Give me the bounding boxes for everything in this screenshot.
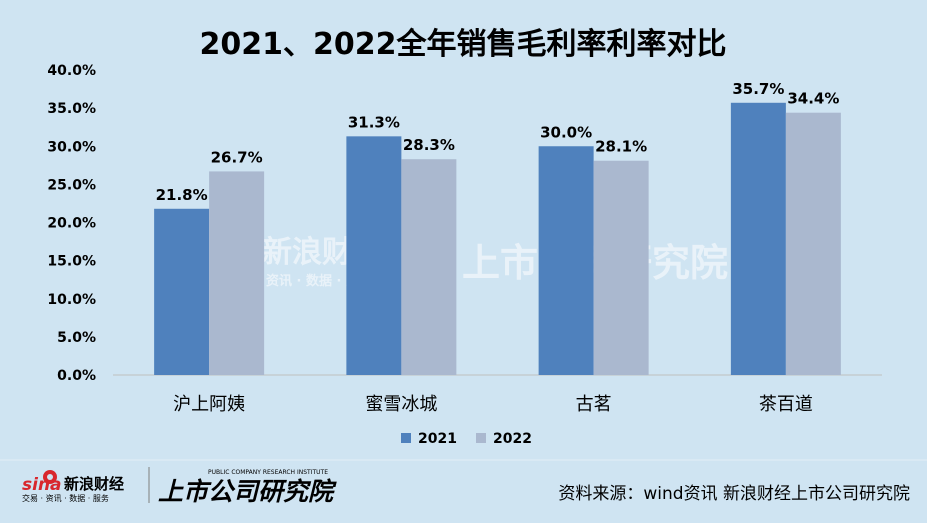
legend-swatch-2022	[476, 433, 486, 443]
sina-logo-cn: 新浪财经	[64, 475, 124, 493]
bar-2021	[538, 146, 594, 375]
watermark-left-subtext: 资讯 · 数据 · 服务	[266, 273, 373, 289]
y-tick-label: 25.0%	[47, 177, 96, 193]
x-tick-label: 茶百道	[759, 394, 813, 415]
data-label: 34.4%	[787, 90, 839, 108]
bar-2021	[346, 136, 402, 375]
x-tick-label: 蜜雪冰城	[365, 394, 437, 415]
institute-logo: PUBLIC COMPANY RESEARCH INSTITUTE 上市公司研究…	[158, 469, 337, 506]
data-labels: 21.8% 26.7% 31.3%28.3% 30.0%28.1% 35.7%34.4%	[156, 80, 840, 204]
watermark: 新浪财经 资讯 · 数据 · 服务 上市公司研究院	[262, 235, 728, 289]
y-tick-label: 30.0%	[47, 139, 96, 155]
legend-swatch-2021	[401, 433, 411, 443]
y-tick-label: 15.0%	[47, 254, 96, 270]
sina-logo: sina 新浪财经 交易 · 资讯 · 数据 · 服务	[22, 470, 124, 503]
bars	[154, 102, 841, 375]
y-tick-label: 10.0%	[47, 292, 96, 308]
data-label: 30.0%	[540, 123, 592, 141]
sina-logo-text: sina	[22, 475, 62, 495]
data-label: 28.3%	[403, 136, 455, 154]
bar-2021	[154, 208, 210, 375]
footer: sina 新浪财经 交易 · 资讯 · 数据 · 服务 PUBLIC COMPA…	[0, 459, 927, 506]
data-label: 28.1%	[595, 138, 647, 156]
sina-eye-inner-icon	[47, 474, 53, 480]
sina-logo-subtitle: 交易 · 资讯 · 数据 · 服务	[22, 493, 109, 503]
institute-logo-text: 上市公司研究院	[158, 477, 337, 506]
legend-label-2022: 2022	[493, 431, 532, 447]
x-tick-label: 古茗	[576, 394, 612, 415]
source-note: 资料来源：wind资讯 新浪财经上市公司研究院	[558, 484, 910, 504]
data-label: 21.8%	[156, 186, 208, 204]
y-tick-label: 20.0%	[47, 216, 96, 232]
x-tick-label: 沪上阿姨	[173, 394, 245, 415]
y-tick-label: 5.0%	[57, 330, 96, 346]
data-label: 26.7%	[211, 148, 263, 166]
bar-2022	[401, 159, 457, 375]
legend: 2021 2022	[401, 431, 532, 447]
chart-title: 2021、2022全年销售毛利率利率对比	[200, 27, 727, 62]
x-axis: 沪上阿姨 蜜雪冰城 古茗 茶百道	[173, 394, 813, 415]
data-label: 31.3%	[348, 113, 400, 131]
institute-logo-english: PUBLIC COMPANY RESEARCH INSTITUTE	[208, 469, 328, 476]
y-tick-label: 0.0%	[57, 368, 96, 384]
bar-2022	[593, 160, 649, 375]
data-label: 35.7%	[732, 80, 784, 98]
y-axis: 0.0% 5.0% 10.0% 15.0% 20.0% 25.0% 30.0% 35.0% 40…	[47, 63, 96, 384]
y-tick-label: 35.0%	[47, 101, 96, 117]
y-tick-label: 40.0%	[47, 63, 96, 79]
bar-2021	[730, 102, 786, 375]
legend-label-2021: 2021	[418, 431, 457, 447]
bar-2022	[785, 112, 841, 375]
bar-2022	[209, 171, 265, 375]
